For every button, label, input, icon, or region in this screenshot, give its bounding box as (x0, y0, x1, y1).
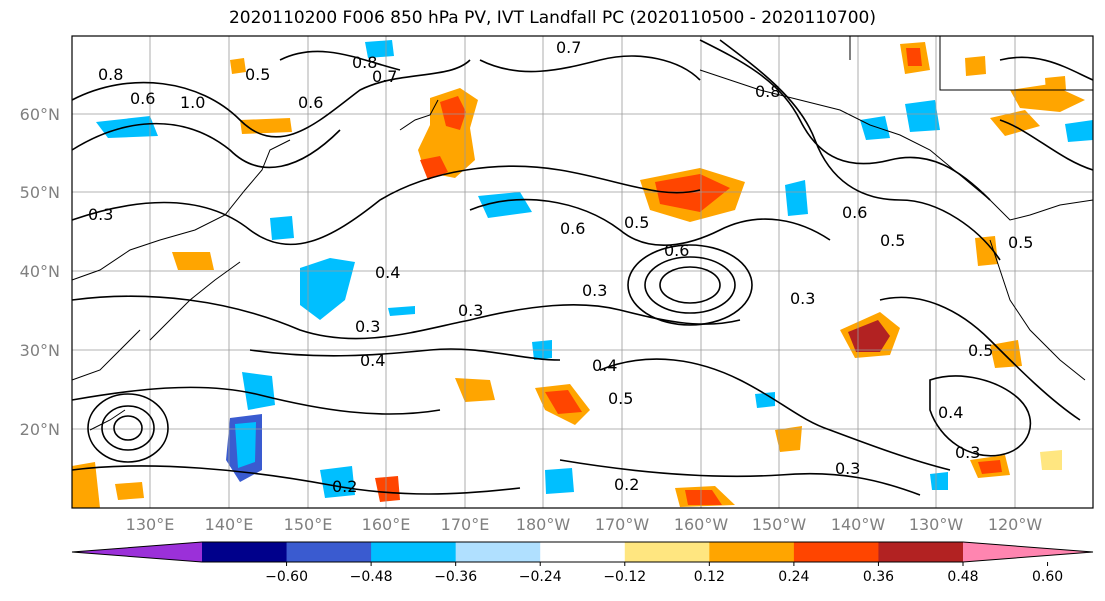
contour-label: 0.4 (360, 351, 385, 370)
contour-label: 0.3 (458, 301, 483, 320)
colorbar-outline (71, 541, 1094, 563)
lon-label: 180°W (516, 515, 571, 534)
colorbar-tick-label: −0.36 (434, 569, 477, 585)
lon-label: 140°W (831, 515, 886, 534)
contour-label: 0.3 (835, 459, 860, 478)
lon-label: 170°W (595, 515, 650, 534)
contour-label: 0.4 (592, 356, 617, 375)
contour-label: 0.4 (938, 403, 963, 422)
lon-label: 140°E (205, 515, 254, 534)
colorbar: −0.60 −0.48 −0.36 −0.24 −0.12 0.12 0.24 0.36 0.4… (71, 541, 1094, 585)
lat-label: 30°N (20, 341, 60, 360)
map-panel: 1.0 0.8 0.7 0.6 0.5 0.6 0.8 0.3 0.3 0.4 … (71, 35, 1094, 509)
contour-label: 0.2 (614, 475, 639, 494)
colorbar-tick-label: −0.48 (350, 569, 393, 585)
contour-label: 0.6 (130, 89, 155, 108)
contour-label: 0.5 (624, 213, 649, 232)
contour-label: 0.5 (1008, 233, 1033, 252)
map-frame (71, 35, 1094, 509)
contour-label: 0.3 (355, 317, 380, 336)
contour-label: 0.3 (955, 443, 980, 462)
contour-label: 0.8 (755, 82, 780, 101)
contour-label: 0.7 (372, 67, 397, 86)
colorbar-segment (793, 542, 879, 562)
pv-shading (72, 40, 1093, 508)
contour-label: 0.7 (556, 38, 581, 57)
map-title: 2020110200 F006 850 hPa PV, IVT Landfall… (228, 8, 876, 28)
lat-label: 50°N (20, 183, 60, 202)
colorbar-tick-label: 0.48 (947, 569, 978, 585)
lon-label: 150°W (752, 515, 807, 534)
colorbar-tick-label: 0.12 (694, 569, 725, 585)
lat-label: 40°N (20, 262, 60, 281)
colorbar-segment (624, 542, 710, 562)
contour-label: 0.8 (352, 53, 377, 72)
contour-label: 0.3 (88, 205, 113, 224)
contour-label: 0.5 (608, 389, 633, 408)
contour-labels: 1.0 0.8 0.7 0.6 0.5 0.6 0.8 0.3 0.3 0.4 … (88, 38, 1033, 496)
colorbar-segment (286, 542, 372, 562)
lon-label: 130°W (909, 515, 964, 534)
contour-label: 0.3 (790, 289, 815, 308)
colorbar-segment (878, 542, 964, 562)
lon-label: 160°W (674, 515, 729, 534)
colorbar-segment (371, 542, 457, 562)
contour-label: 0.6 (664, 241, 689, 260)
latitude-labels: 60°N 50°N 40°N 30°N 20°N (20, 105, 60, 439)
colorbar-segment (202, 542, 288, 562)
contour-label: 0.5 (968, 341, 993, 360)
contour-label: 0.5 (880, 231, 905, 250)
lon-label: 120°W (988, 515, 1043, 534)
pv-contours (71, 39, 1094, 496)
colorbar-segment (455, 542, 541, 562)
contour-label: 0.8 (98, 65, 123, 84)
contour-label: 0.2 (332, 477, 357, 496)
colorbar-extend-low (72, 542, 202, 562)
lon-label: 130°E (126, 515, 175, 534)
colorbar-tick-label: 0.60 (1032, 569, 1063, 585)
colorbar-tick-label: −0.24 (519, 569, 562, 585)
colorbar-tick-label: −0.60 (265, 569, 308, 585)
longitude-labels: 130°E 140°E 150°E 160°E 170°E 180°W 170°… (126, 515, 1043, 534)
contour-label: 0.6 (560, 219, 585, 238)
lon-label: 160°E (362, 515, 411, 534)
contour-label: 0.5 (245, 65, 270, 84)
colorbar-extend-high (963, 542, 1093, 562)
contour-label: 0.4 (375, 263, 400, 282)
colorbar-tick-label: 0.36 (863, 569, 894, 585)
contour-label: 0.6 (842, 203, 867, 222)
colorbar-tick-label: 0.24 (778, 569, 809, 585)
contour-label: 0.3 (582, 281, 607, 300)
lon-label: 150°E (284, 515, 333, 534)
colorbar-tick-label: −0.12 (603, 569, 646, 585)
graticule (72, 36, 1093, 508)
colorbar-segment (540, 542, 626, 562)
lon-label: 170°E (441, 515, 490, 534)
lat-label: 20°N (20, 420, 60, 439)
colorbar-segment (709, 542, 795, 562)
contour-label: 1.0 (180, 93, 205, 112)
contour-label: 0.6 (298, 93, 323, 112)
coastlines (71, 36, 1094, 431)
lat-label: 60°N (20, 105, 60, 124)
